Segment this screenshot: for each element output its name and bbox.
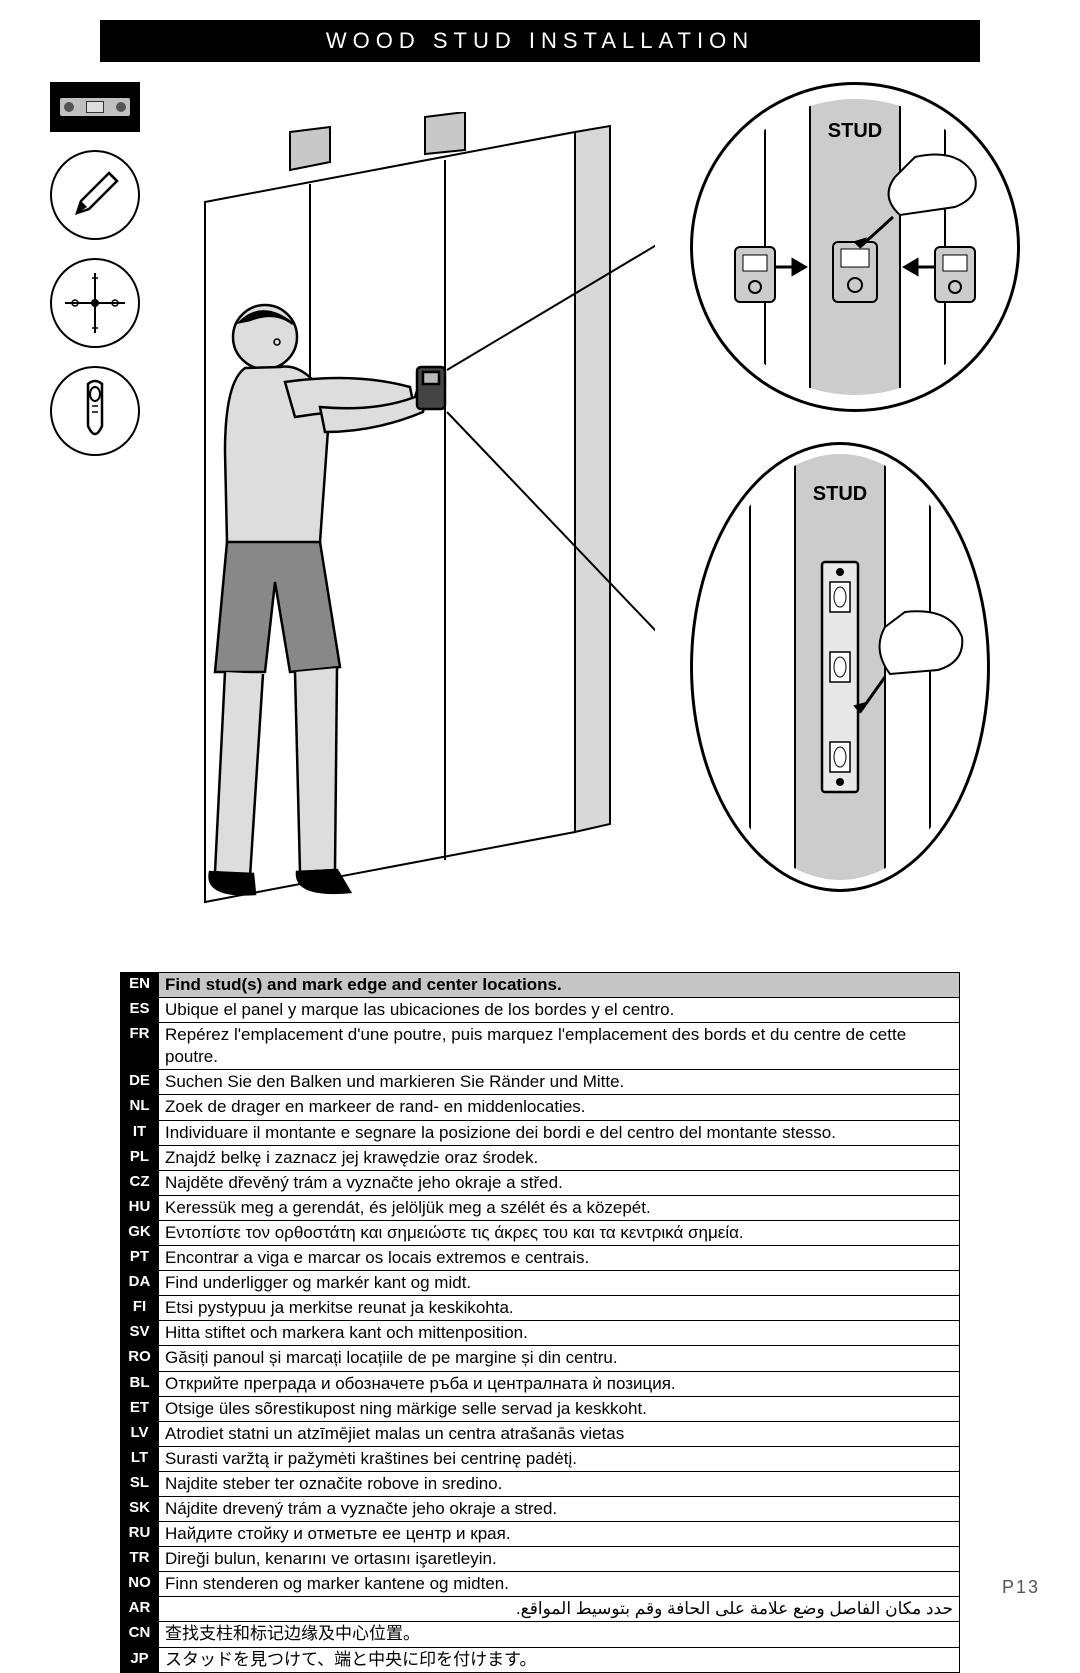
table-row: RUНайдите стойку и отметьте ее центр и к… [121,1522,960,1547]
instruction-text: Direği bulun, kenarını ve ortasını işare… [159,1547,960,1572]
instruction-text: 查找支柱和标记边缘及中心位置。 [159,1622,960,1647]
table-row: CN查找支柱和标记边缘及中心位置。 [121,1622,960,1647]
instruction-text: Znajdź belkę i zaznacz jej krawędzie ora… [159,1145,960,1170]
tool-icons-column [50,82,160,474]
instruction-text: Otsige üles sõrestikupost ning märkige s… [159,1396,960,1421]
instruction-text: Hitta stiftet och markera kant och mitte… [159,1321,960,1346]
table-row: ROGăsiți panoul și marcați locațiile de … [121,1346,960,1371]
stud-label: STUD [828,120,882,142]
instruction-text: Εντοπίστε τον ορθοστάτη και σημειώστε τι… [159,1220,960,1245]
language-code: PL [121,1145,159,1170]
language-code: ET [121,1396,159,1421]
stud-label: STUD [813,483,867,505]
instruction-text: Find stud(s) and mark edge and center lo… [159,973,960,998]
table-row: PLZnajdź belkę i zaznacz jej krawędzie o… [121,1145,960,1170]
language-code: JP [121,1647,159,1672]
level-tool-icon [50,82,140,132]
instruction-text: Keressük meg a gerendát, és jelöljük meg… [159,1195,960,1220]
language-code: LT [121,1446,159,1471]
instruction-text: Nájdite drevený trám a vyznačte jeho okr… [159,1496,960,1521]
instruction-text: Najděte dřevěný trám a vyznačte jeho okr… [159,1170,960,1195]
language-code: EN [121,973,159,998]
table-row: JPスタッドを見つけて、端と中央に印を付けます。 [121,1647,960,1672]
language-code: IT [121,1120,159,1145]
main-installation-diagram [155,112,655,932]
language-code: SV [121,1321,159,1346]
language-code: RU [121,1522,159,1547]
table-row: ARحدد مكان الفاصل وضع علامة على الحافة و… [121,1597,960,1622]
instruction-text: Individuare il montante e segnare la pos… [159,1120,960,1145]
table-row: BLОткрийте преграда и обозначете ръба и … [121,1371,960,1396]
table-row: CZNajděte dřevěný trám a vyznačte jeho o… [121,1170,960,1195]
table-row: NOFinn stenderen og marker kantene og mi… [121,1572,960,1597]
instructions-table: ENFind stud(s) and mark edge and center … [120,972,960,1673]
language-code: CZ [121,1170,159,1195]
stud-finder-icon [50,366,140,456]
table-row: SVHitta stiftet och markera kant och mit… [121,1321,960,1346]
table-row: ETOtsige üles sõrestikupost ning märkige… [121,1396,960,1421]
language-code: HU [121,1195,159,1220]
table-row: TRDireği bulun, kenarını ve ortasını işa… [121,1547,960,1572]
language-code: BL [121,1371,159,1396]
instruction-text: Surasti varžtą ir pažymėti kraštines bei… [159,1446,960,1471]
language-code: DE [121,1070,159,1095]
instruction-text: Atrodiet statni un atzīmējiet malas un c… [159,1421,960,1446]
language-code: ES [121,998,159,1023]
table-row: LTSurasti varžtą ir pažymėti kraštines b… [121,1446,960,1471]
instruction-text: スタッドを見つけて、端と中央に印を付けます。 [159,1647,960,1672]
table-row: ENFind stud(s) and mark edge and center … [121,973,960,998]
instruction-text: Etsi pystypuu ja merkitse reunat ja kesk… [159,1296,960,1321]
instruction-text: Găsiți panoul și marcați locațiile de pe… [159,1346,960,1371]
language-code: GK [121,1220,159,1245]
language-code: NL [121,1095,159,1120]
language-code: FR [121,1023,159,1070]
instruction-text: حدد مكان الفاصل وضع علامة على الحافة وقم… [159,1597,960,1622]
table-row: FIEtsi pystypuu ja merkitse reunat ja ke… [121,1296,960,1321]
instruction-text: Najdite steber ter označite robove in sr… [159,1471,960,1496]
language-code: DA [121,1271,159,1296]
table-row: ESUbique el panel y marque las ubicacion… [121,998,960,1023]
table-row: PTEncontrar a viga e marcar os locais ex… [121,1246,960,1271]
page-number: P13 [1002,1577,1040,1598]
illustration-area: STUD [50,82,1030,952]
table-row: SLNajdite steber ter označite robove in … [121,1471,960,1496]
table-row: DAFind underligger og markér kant og mid… [121,1271,960,1296]
language-code: RO [121,1346,159,1371]
table-row: SKNájdite drevený trám a vyznačte jeho o… [121,1496,960,1521]
pencil-icon [50,150,140,240]
page-header: WOOD STUD INSTALLATION [100,20,980,62]
detail-stud-finder-mark: STUD [690,82,1020,412]
table-row: ITIndividuare il montante e segnare la p… [121,1120,960,1145]
instruction-text: Открийте преграда и обозначете ръба и це… [159,1371,960,1396]
instruction-text: Repérez l'emplacement d'une poutre, puis… [159,1023,960,1070]
instruction-text: Найдите стойку и отметьте ее центр и кра… [159,1522,960,1547]
instruction-text: Find underligger og markér kant og midt. [159,1271,960,1296]
language-code: SL [121,1471,159,1496]
instruction-text: Zoek de drager en markeer de rand- en mi… [159,1095,960,1120]
table-row: GKΕντοπίστε τον ορθοστάτη και σημειώστε … [121,1220,960,1245]
language-code: PT [121,1246,159,1271]
language-code: LV [121,1421,159,1446]
language-code: SK [121,1496,159,1521]
table-row: HUKeressük meg a gerendát, és jelöljük m… [121,1195,960,1220]
language-code: NO [121,1572,159,1597]
instruction-text: Finn stenderen og marker kantene og midt… [159,1572,960,1597]
table-row: DESuchen Sie den Balken und markieren Si… [121,1070,960,1095]
table-row: LVAtrodiet statni un atzīmējiet malas un… [121,1421,960,1446]
language-code: AR [121,1597,159,1622]
detail-level-mark: STUD [690,442,990,892]
instruction-text: Suchen Sie den Balken und markieren Sie … [159,1070,960,1095]
language-code: TR [121,1547,159,1572]
crosshair-icon [50,258,140,348]
language-code: FI [121,1296,159,1321]
language-code: CN [121,1622,159,1647]
table-row: FRRepérez l'emplacement d'une poutre, pu… [121,1023,960,1070]
table-row: NLZoek de drager en markeer de rand- en … [121,1095,960,1120]
instruction-text: Ubique el panel y marque las ubicaciones… [159,998,960,1023]
instruction-text: Encontrar a viga e marcar os locais extr… [159,1246,960,1271]
